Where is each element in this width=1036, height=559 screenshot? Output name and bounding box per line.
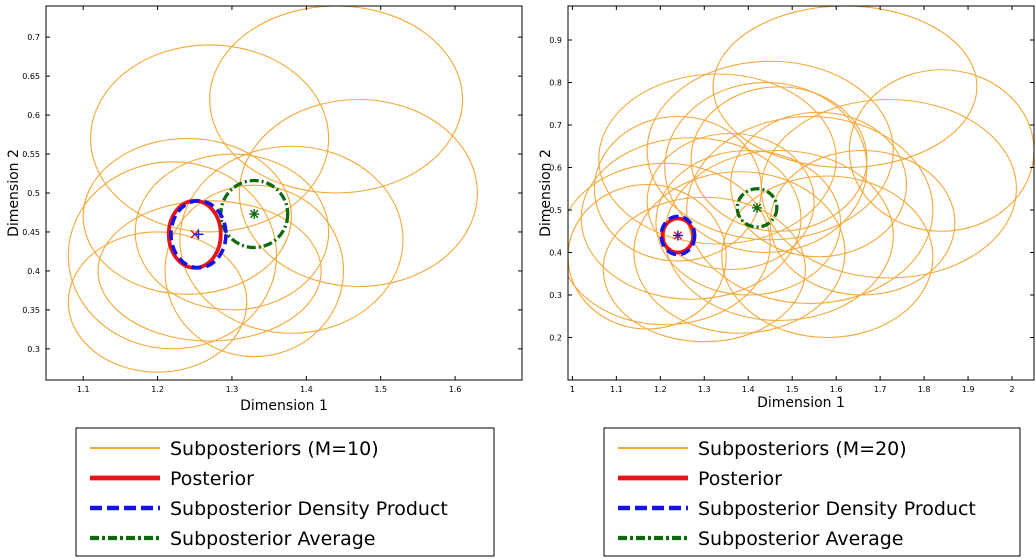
y-tick-label: 0.2	[549, 334, 562, 343]
y-tick-label: 0.7	[549, 121, 562, 130]
x-tick-label: 1.2	[151, 385, 164, 394]
left-legend: Subposteriors (M=10) Posterior Subposterio…	[75, 427, 495, 557]
x-tick-label: 1.7	[874, 385, 887, 394]
left-chart: 1.1 1.2 1.3 1.4 1.5 1.6 0.3 0.35 0.4 0.45 0.5 0.55 0…	[6, 5, 523, 414]
subposterior-ellipse	[686, 115, 934, 305]
y-tick-label: 0.35	[22, 306, 40, 315]
density-product-ellipse	[169, 198, 228, 270]
x-tick-label: 1.4	[742, 385, 755, 394]
legend-label-subposteriors: Subposteriors (M=10)	[170, 438, 379, 460]
x-tick-label: 1.5	[786, 385, 799, 394]
y-tick-label: 0.3	[27, 345, 40, 354]
subposterior-ellipse	[90, 44, 330, 233]
y-tick-label: 0.6	[27, 111, 40, 120]
legend-label-average: Subposterior Average	[170, 528, 375, 550]
legend-label-subposteriors: Subposteriors (M=20)	[698, 438, 907, 460]
subposterior-ellipse	[134, 153, 330, 311]
subposterior-ellipse	[633, 171, 846, 334]
subposterior-ellipse	[712, 6, 978, 169]
y-axis-label: Dimension 2	[6, 149, 22, 237]
y-tick-label: 0.8	[549, 79, 562, 88]
y-tick-label: 0.55	[22, 150, 40, 159]
x-tick-label: 1.1	[77, 385, 90, 394]
density-product-mean-marker	[672, 230, 683, 241]
x-tick-label: 1.6	[830, 385, 843, 394]
subposterior-ellipse	[580, 137, 802, 300]
subposterior-ellipse	[598, 73, 837, 245]
subposterior-average-ellipse	[735, 187, 779, 229]
average-mean-marker	[752, 202, 763, 213]
legend-label-density-product: Subposterior Density Product	[170, 498, 448, 520]
subposterior-ellipse	[593, 115, 762, 262]
subposterior-ellipse	[164, 184, 345, 358]
x-tick-label: 1.4	[300, 385, 313, 394]
plot-area	[67, 6, 478, 373]
density-product-mean-marker	[193, 229, 204, 240]
subposterior-ellipse	[848, 69, 1034, 232]
legend-label-density-product: Subposterior Density Product	[698, 498, 976, 520]
legend-label-posterior: Posterior	[170, 468, 254, 490]
subposterior-ellipse	[646, 132, 815, 271]
subposterior-ellipse	[721, 175, 934, 339]
subposterior-ellipse	[602, 196, 806, 343]
legend-label-posterior: Posterior	[698, 468, 782, 490]
subposterior-ellipse	[67, 231, 248, 373]
x-tick-label: 1.3	[698, 385, 711, 394]
x-axis-label: Dimension 1	[757, 395, 845, 411]
y-tick-label: 0.4	[549, 249, 562, 258]
subposterior-ellipse	[82, 137, 292, 295]
y-tick-label: 0.5	[549, 206, 562, 215]
axes-frame	[567, 5, 1035, 381]
legend-box	[603, 427, 1021, 557]
y-tick-label: 0.5	[27, 189, 40, 198]
subposterior-ellipse	[664, 149, 894, 322]
subposterior-ellipse	[67, 161, 278, 350]
subposterior-ellipse	[655, 149, 842, 296]
x-axis-label: Dimension 1	[240, 398, 328, 414]
y-tick-label: 0.45	[22, 228, 40, 237]
axes-frame	[45, 5, 523, 381]
right-legend: Subposteriors (M=20) Posterior Subposterio…	[603, 427, 1021, 557]
subposterior-ellipse	[179, 145, 404, 334]
x-tick-label: 1.3	[226, 385, 239, 394]
y-axis-label: Dimension 2	[538, 149, 554, 237]
subposterior-ellipse	[238, 98, 478, 288]
subposterior-ellipse	[209, 6, 464, 194]
subposterior-ellipse	[769, 149, 956, 296]
density-product-ellipse	[659, 214, 697, 257]
subposterior-ellipse	[97, 200, 322, 342]
y-tick-label: 0.65	[22, 72, 40, 81]
legend-box	[75, 427, 495, 557]
y-tick-label: 0.7	[27, 33, 40, 42]
y-tick-label: 0.6	[549, 164, 562, 173]
average-mean-marker	[249, 209, 260, 220]
right-chart: 1 1.1 1.2 1.3 1.4 1.5 1.6 1.7 1.8 1.9 2 0.2 0.3 0.4 0.…	[538, 5, 1035, 411]
x-tick-label: 1.9	[962, 385, 975, 394]
x-tick-label: 1.6	[449, 385, 462, 394]
x-tick-label: 1.5	[374, 385, 387, 394]
subposterior-ellipse	[568, 183, 727, 330]
subposterior-ellipse	[730, 111, 908, 258]
x-tick-label: 1.8	[918, 385, 931, 394]
x-tick-label: 2	[1009, 385, 1014, 394]
subposterior-ellipse	[664, 81, 868, 254]
x-tick-label: 1	[570, 385, 575, 394]
y-tick-label: 0.4	[27, 267, 40, 276]
legend-label-average: Subposterior Average	[698, 528, 903, 550]
y-tick-label: 0.9	[549, 36, 562, 45]
x-tick-label: 1.1	[610, 385, 623, 394]
y-tick-label: 0.3	[549, 291, 562, 300]
plot-area	[568, 6, 1034, 343]
x-tick-label: 1.2	[654, 385, 667, 394]
